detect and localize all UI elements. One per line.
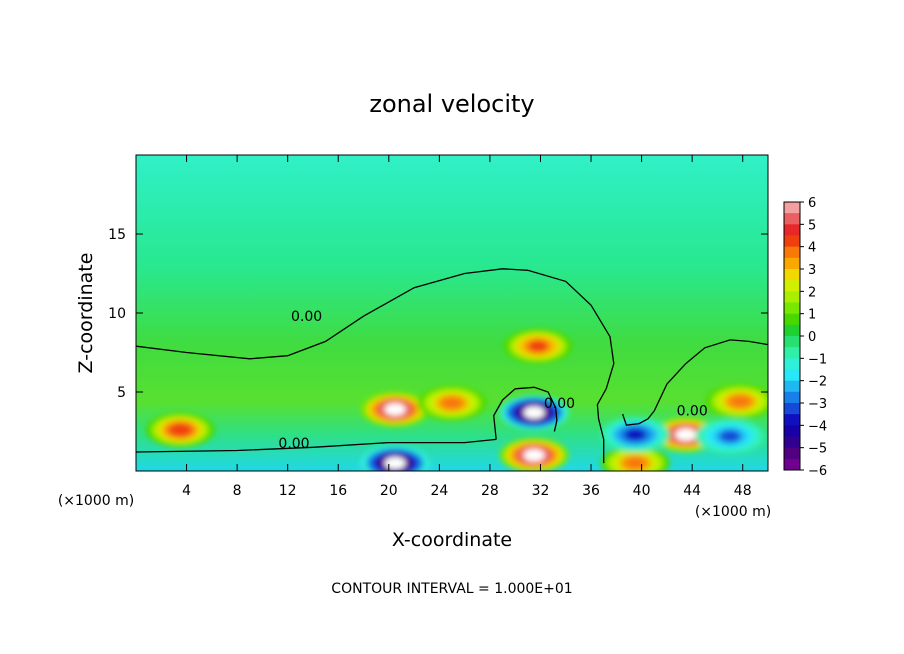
colorbar-label-12: −6 [808, 464, 827, 479]
colorbar-swatch-0 [784, 202, 800, 214]
colorbar-swatch-7 [784, 280, 800, 292]
colorbar-label-6: 0 [808, 330, 816, 345]
colorbar-label-3: 3 [808, 263, 816, 278]
colorbar-swatch-23 [784, 458, 800, 471]
zero-contour-line-1 [136, 438, 497, 453]
colorbar-label-0: 6 [808, 196, 816, 211]
colorbar-swatch-1 [784, 213, 800, 225]
colorbar-label-11: −5 [808, 442, 827, 457]
colorbar-swatch-15 [784, 369, 800, 382]
colorbar-swatch-16 [784, 380, 800, 393]
x-unit-right: (×1000 m) [695, 504, 771, 520]
positive-cell-7-level-5 [624, 457, 646, 470]
x-tick-label-5: 24 [430, 483, 448, 499]
colorbar-swatch-11 [784, 324, 800, 337]
colorbar-swatch-17 [784, 391, 800, 404]
negative-cell-9-level-5 [384, 457, 406, 470]
contour-label-1: 0.00 [278, 436, 309, 452]
positive-cell-1-level-5 [441, 396, 463, 410]
x-unit-left: (×1000 m) [58, 493, 134, 509]
negative-cell-10-level-5 [624, 428, 646, 441]
colorbar-swatch-10 [784, 313, 800, 326]
contour-label-0: 0.00 [291, 309, 322, 325]
positive-cell-3-level-5 [169, 423, 191, 437]
colorbar-label-5: 1 [808, 308, 816, 323]
y-axis: 5 10 15 [108, 227, 768, 401]
colorbar-swatch-8 [784, 291, 800, 303]
colorbar-swatch-4 [784, 246, 800, 259]
zero-contour-line-4 [621, 410, 655, 426]
colorbar-label-2: 4 [808, 241, 816, 256]
x-axis: 4 8 12 16 20 24 28 32 36 40 44 48 [182, 155, 752, 499]
colorbar-swatch-14 [784, 358, 800, 370]
x-tick-label-6: 28 [481, 483, 499, 499]
x-tick-label-11: 48 [734, 483, 752, 499]
colorbar-swatch-18 [784, 403, 800, 415]
positive-cell-6-level-5 [523, 449, 545, 462]
x-tick-label-1: 8 [233, 483, 242, 499]
colorbar-swatch-2 [784, 224, 800, 236]
colorbar-swatch-22 [784, 447, 800, 460]
contour-labels: 0.00 0.00 0.00 0.00 [278, 309, 707, 452]
x-tick-label-0: 4 [182, 483, 191, 499]
chart-title: zonal velocity [369, 90, 534, 118]
positive-cell-0-level-5 [384, 403, 406, 416]
colorbar-label-4: 2 [808, 285, 816, 300]
colorbar-label-8: −2 [808, 375, 827, 390]
x-tick-label-7: 32 [532, 483, 550, 499]
colorbar-label-10: −4 [808, 419, 827, 434]
colorbar-swatch-19 [784, 414, 800, 426]
velocity-cells [145, 328, 768, 471]
colorbar: 6 5 4 3 2 1 0 −1 −2 −3 −4 −5 −6 [783, 196, 827, 479]
zero-contour-line-0 [136, 268, 615, 464]
positive-cell-5-level-5 [729, 395, 751, 408]
x-tick-label-10: 44 [683, 483, 701, 499]
positive-cell-2-level-5 [527, 340, 549, 353]
colorbar-swatch-6 [784, 269, 800, 281]
colorbar-swatch-21 [784, 436, 800, 449]
colorbar-label-9: −3 [808, 397, 827, 412]
heatmap-field [136, 155, 768, 471]
positive-cell-4-level-5 [675, 428, 697, 441]
colorbar-label-1: 5 [808, 218, 816, 233]
x-tick-label-3: 16 [329, 483, 347, 499]
zero-contour-line-2 [493, 386, 558, 440]
contour-label-2: 0.00 [544, 396, 575, 412]
y-tick-label-2: 15 [108, 227, 126, 243]
y-tick-label-0: 5 [117, 385, 126, 401]
colorbar-label-7: −1 [808, 352, 827, 367]
colorbar-swatch-5 [784, 257, 800, 270]
x-tick-label-8: 36 [582, 483, 600, 499]
colorbar-swatch-13 [784, 347, 800, 359]
y-axis-title: Z-coordinate [75, 253, 97, 374]
colorbar-swatch-3 [784, 235, 800, 248]
zero-contour-line-3 [653, 339, 768, 412]
colorbar-swatch-12 [784, 336, 800, 348]
colorbar-swatch-9 [784, 302, 800, 315]
y-tick-label-1: 10 [108, 306, 126, 322]
negative-cell-11-level-5 [719, 430, 741, 443]
x-axis-title: X-coordinate [392, 529, 512, 551]
x-tick-label-2: 12 [279, 483, 297, 499]
zero-contours [136, 268, 768, 464]
contour-label-3: 0.00 [677, 404, 708, 420]
negative-cell-8-level-5 [523, 406, 545, 419]
colorbar-swatch-20 [784, 425, 800, 437]
x-tick-label-9: 40 [633, 483, 651, 499]
contour-interval-note: CONTOUR INTERVAL = 1.000E+01 [331, 581, 572, 597]
x-tick-label-4: 20 [380, 483, 398, 499]
